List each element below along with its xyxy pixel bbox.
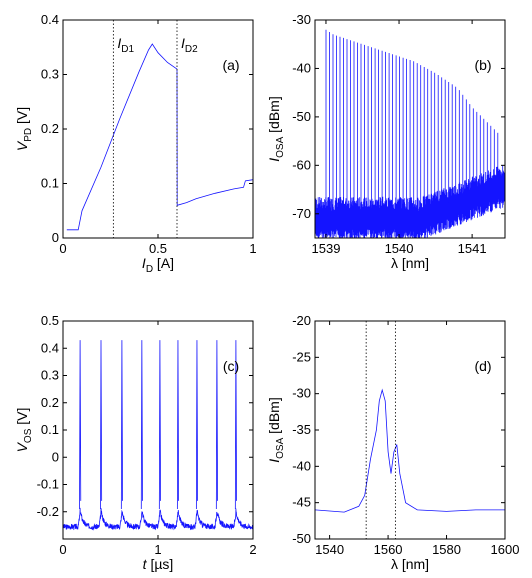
y-tick-label: 0.4 [41, 340, 59, 355]
y-tick-label: 0.1 [41, 422, 59, 437]
axes-frame [314, 19, 506, 239]
y-tick-label: -50 [292, 531, 311, 546]
x-axis-label: ID [A] [142, 255, 174, 275]
y-tick-label: -70 [292, 206, 311, 221]
plot-area-b [315, 29, 505, 238]
pulse-spike [176, 340, 180, 510]
y-tick-label: 0 [52, 449, 59, 464]
y-tick-label: 0.1 [41, 176, 59, 191]
x-tick-label: 1600 [491, 542, 520, 557]
pulse-spike [234, 340, 237, 510]
series-d-0 [315, 388, 505, 513]
panel-c: 0 1 2 -0.2 -0.1 0 0.1 0.2 0.3 0.4 0.5 t [µs] VOS [V]… [14, 313, 257, 572]
y-tick-label: -25 [292, 349, 311, 364]
y-tick-label: -40 [292, 458, 311, 473]
pulse-spike [140, 340, 143, 510]
x-axis-label: λ [nm] [391, 556, 429, 572]
x-tick-label: 0 [59, 542, 66, 557]
y-tick-label: 0.2 [41, 121, 59, 136]
panel-b: 1539 1540 1541 -70 -60 -50 -40 -30 λ [nm] IOSA [d… [266, 12, 506, 271]
panel-label: (c) [223, 358, 239, 374]
panel-d: 1540 1560 1580 1600 -50 -45 -40 -35 -30 -25 -20 λ [… [266, 313, 519, 572]
x-tick-label: 1 [249, 241, 256, 256]
x-tick-label: 1580 [432, 542, 461, 557]
panel-label: (a) [222, 57, 239, 73]
pulse-spike [120, 340, 123, 510]
axes-frame [62, 320, 254, 540]
x-tick-label: 1 [154, 542, 161, 557]
y-tick-label: -45 [292, 495, 311, 510]
y-tick-label: 0.5 [41, 313, 59, 328]
marker-label: ID1 [117, 35, 134, 55]
noise-floor [315, 165, 505, 238]
y-tick-label: -50 [292, 109, 311, 124]
y-tick-label: -0.1 [37, 477, 59, 492]
x-axis-label: λ [nm] [391, 255, 429, 271]
y-tick-label: -35 [292, 422, 311, 437]
plot-area-d [315, 388, 505, 513]
x-tick-label: 1540 [315, 542, 344, 557]
x-tick-label: 0 [59, 241, 66, 256]
y-tick-label: 0.3 [41, 368, 59, 383]
y-tick-label: 0.2 [41, 395, 59, 410]
y-axis-label: VOS [V] [14, 408, 34, 453]
panel-label: (b) [474, 57, 491, 73]
pulse-spike [100, 340, 103, 510]
pulse-spike [79, 340, 82, 510]
axes-frame [314, 320, 506, 540]
plot-area-a [66, 43, 253, 231]
y-tick-label: -30 [292, 386, 311, 401]
y-tick-label: -60 [292, 157, 311, 172]
y-tick-label: 0 [52, 230, 59, 245]
x-tick-label: 2 [249, 542, 256, 557]
x-tick-label: 1560 [374, 542, 403, 557]
panel-a: ID1 ID2 0 0.5 1 0 0.1 0.2 0.3 0.4 ID [A] VPD [V] (a) [14, 12, 257, 275]
y-tick-label: -40 [292, 60, 311, 75]
x-axis-label: t [µs] [143, 556, 174, 572]
pulse-spike [158, 340, 161, 510]
y-tick-label: 0.3 [41, 67, 59, 82]
x-tick-label: 1541 [458, 241, 487, 256]
x-tick-label: 1540 [385, 241, 414, 256]
y-axis-label: VPD [V] [14, 107, 34, 151]
x-tick-label: 1539 [312, 241, 341, 256]
x-tick-label: 0.5 [149, 241, 167, 256]
y-tick-label: -20 [292, 313, 311, 328]
pulse-spike [215, 340, 218, 510]
signal-trace [63, 507, 253, 531]
y-tick-label: -30 [292, 12, 311, 27]
y-tick-label: 0.4 [41, 12, 59, 27]
y-tick-label: -0.2 [37, 504, 59, 519]
pulse-spike [195, 340, 199, 510]
panel-label: (d) [474, 358, 491, 374]
marker-label: ID2 [181, 35, 198, 55]
plot-area-c [63, 340, 253, 531]
y-axis-label: IOSA [dBm] [266, 397, 286, 462]
y-axis-label: IOSA [dBm] [266, 96, 286, 161]
series-a-0 [66, 43, 253, 231]
